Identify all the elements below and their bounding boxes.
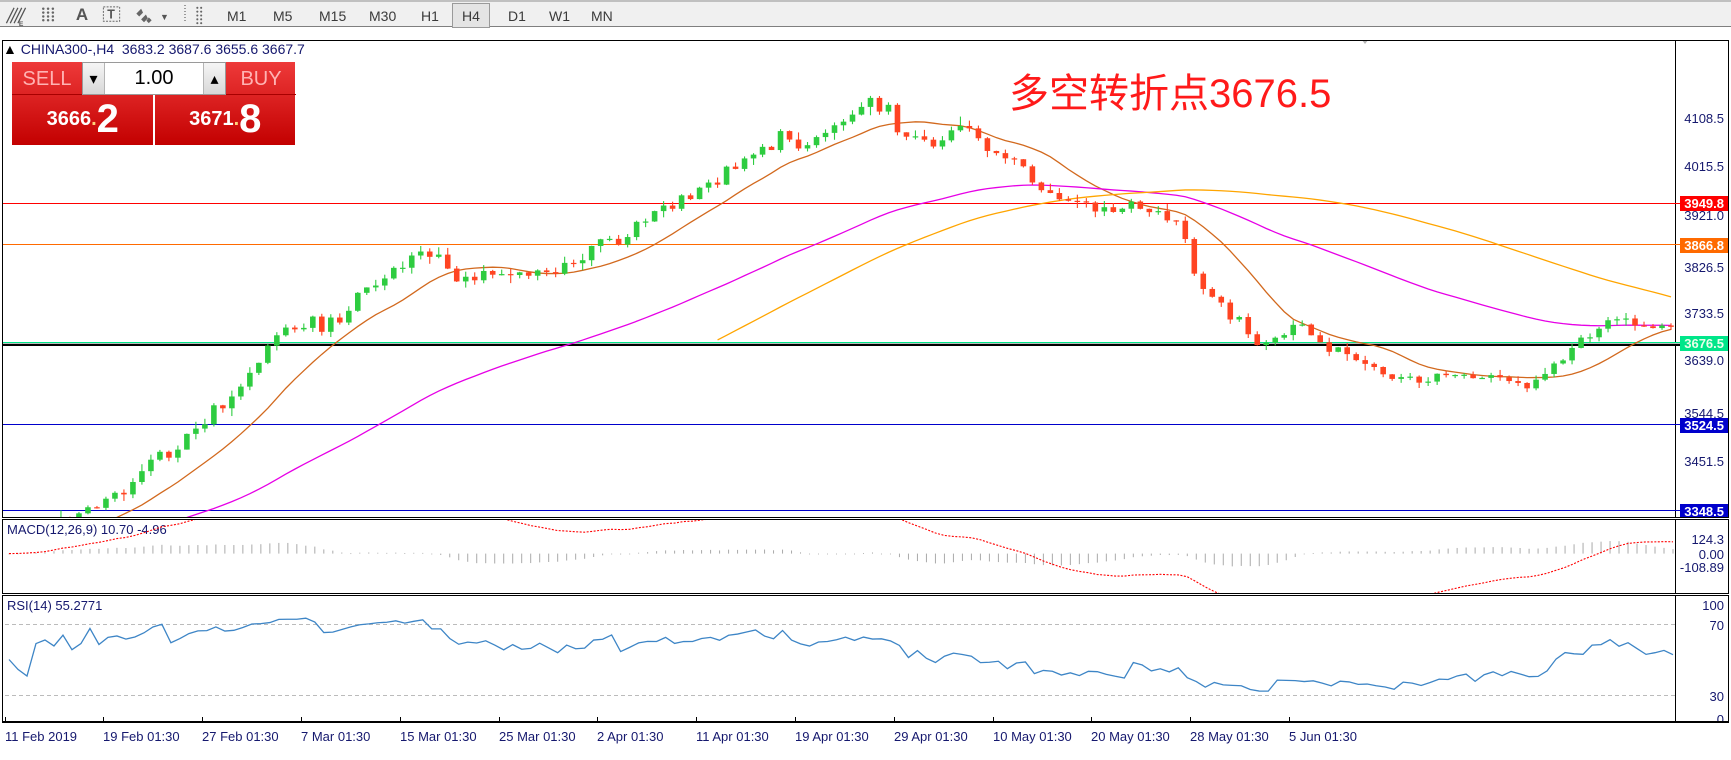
svg-text:E: E [19, 21, 24, 27]
svg-text:T: T [107, 7, 115, 21]
